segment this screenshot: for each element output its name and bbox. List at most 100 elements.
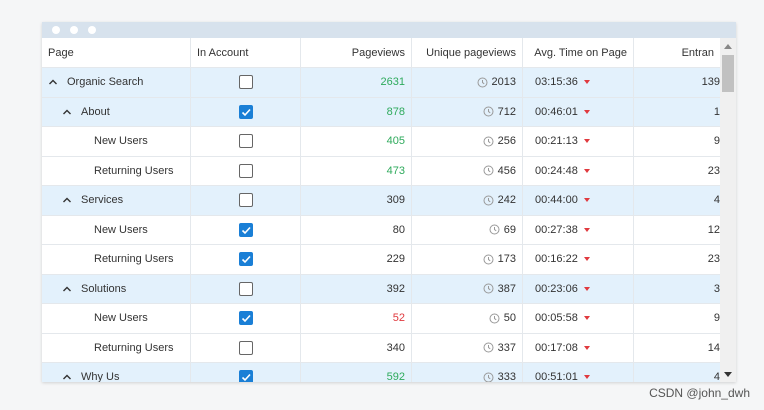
unique-cell: 173	[412, 245, 523, 274]
column-header: Unique pageviews	[412, 38, 523, 67]
clock-icon	[483, 195, 494, 206]
checkbox[interactable]	[238, 370, 253, 382]
expand-toggle[interactable]	[62, 195, 72, 205]
checkbox[interactable]	[238, 311, 253, 326]
avg-time: 00:44:00	[535, 194, 578, 207]
data-row: Returning Users 229 173 00:16:22 23	[42, 245, 720, 275]
clock-icon	[483, 106, 494, 117]
checkbox[interactable]	[238, 104, 253, 119]
entrances-cell: 4	[634, 363, 720, 382]
unique-pageviews: 173	[497, 253, 516, 266]
clock-icon	[483, 254, 494, 265]
trend-down	[583, 257, 590, 262]
scrollbar[interactable]	[720, 38, 736, 382]
avg-time: 00:51:01	[535, 371, 578, 382]
pageviews-cell: 473	[301, 156, 412, 185]
pageviews: 878	[386, 105, 405, 118]
pageviews-cell: 878	[301, 97, 412, 126]
pageviews-cell: 80	[301, 215, 412, 244]
time-cell: 00:21:13	[523, 127, 634, 156]
group-row: About 878 712 00:46:01 1	[42, 97, 720, 127]
unique-pageviews: 337	[497, 341, 516, 354]
data-row: New Users 405 256 00:21:13 9	[42, 127, 720, 157]
scroll-down[interactable]	[724, 372, 732, 377]
unique-pageviews: 387	[497, 282, 516, 295]
checkbox[interactable]	[238, 340, 253, 355]
title-bar	[42, 22, 736, 38]
avg-time: 03:15:36	[535, 76, 578, 89]
checkbox[interactable]	[238, 75, 253, 90]
trend-down	[583, 80, 590, 85]
time-cell: 00:51:01	[523, 363, 634, 382]
data-row: Returning Users 340 337 00:17:08 14	[42, 333, 720, 363]
pageviews: 229	[386, 253, 405, 266]
unique-cell: 50	[412, 304, 523, 333]
checkbox[interactable]	[238, 252, 253, 267]
expand-toggle[interactable]	[62, 107, 72, 117]
checkbox[interactable]	[238, 193, 253, 208]
entrances-cell: 9	[634, 304, 720, 333]
time-cell: 03:15:36	[523, 68, 634, 97]
page-name: About	[81, 105, 110, 118]
time-cell: 00:27:38	[523, 215, 634, 244]
unique-cell: 256	[412, 127, 523, 156]
entrances-cell: 14	[634, 334, 720, 363]
checkbox[interactable]	[238, 163, 253, 178]
unique-cell: 337	[412, 333, 523, 362]
entrances-cell: 23	[634, 157, 720, 186]
column-title: Avg. Time on Page	[534, 46, 627, 59]
data-row: Returning Users 473 456 00:24:48 23	[42, 156, 720, 186]
time-cell: 00:46:01	[523, 97, 634, 126]
watermark: CSDN @john_dwh	[649, 386, 750, 400]
scroll-thumb[interactable]	[722, 55, 734, 92]
tree-grid: Page In Account Pageviews Unique pageviews A…	[42, 38, 720, 382]
pageviews: 52	[392, 312, 405, 325]
avg-time: 00:05:58	[535, 312, 578, 325]
pageviews-cell: 340	[301, 333, 412, 362]
trend-down	[583, 375, 590, 380]
account-cell	[191, 245, 301, 274]
avg-time: 00:24:48	[535, 164, 578, 177]
checkbox[interactable]	[238, 134, 253, 149]
account-cell	[191, 215, 301, 244]
pageviews-cell: 592	[301, 363, 412, 382]
group-row: Services 309 242 00:44:00 4	[42, 186, 720, 216]
scroll-up[interactable]	[724, 44, 732, 49]
entrances: 23	[707, 164, 720, 177]
unique-cell: 387	[412, 274, 523, 303]
time-cell: 00:23:06	[523, 274, 634, 303]
expand-toggle[interactable]	[62, 284, 72, 294]
entrances-cell: 3	[634, 275, 720, 304]
page-name: Returning Users	[94, 341, 174, 354]
time-cell: 00:44:00	[523, 186, 634, 215]
pageviews: 473	[386, 164, 405, 177]
unique-pageviews: 242	[497, 194, 516, 207]
page-cell: New Users	[42, 304, 191, 333]
page-name: Why Us	[81, 371, 120, 382]
entrances: 3	[713, 282, 720, 295]
unique-pageviews: 712	[497, 105, 516, 118]
column-title: Entran	[681, 46, 714, 59]
pageviews-cell: 2631	[301, 68, 412, 97]
entrances-cell: 139	[634, 68, 720, 97]
clock-icon	[483, 342, 494, 353]
check-mark	[241, 374, 251, 382]
column-header: In Account	[191, 38, 301, 67]
expand-toggle[interactable]	[48, 77, 58, 87]
entrances-cell: 4	[634, 186, 720, 215]
page-name: Returning Users	[94, 253, 174, 266]
expand-toggle[interactable]	[62, 372, 72, 382]
entrances: 14	[707, 341, 720, 354]
page-name: Services	[81, 194, 124, 207]
account-cell	[191, 68, 301, 97]
entrances: 23	[707, 253, 720, 266]
clock-icon	[489, 313, 500, 324]
trend-down	[583, 345, 590, 350]
header-row: Page In Account Pageviews Unique pageviews A…	[42, 38, 720, 68]
checkbox[interactable]	[238, 281, 253, 296]
checkbox[interactable]	[238, 222, 253, 237]
unique-cell: 712	[412, 97, 523, 126]
trend-down	[583, 109, 590, 114]
unique-pageviews: 333	[497, 371, 516, 382]
